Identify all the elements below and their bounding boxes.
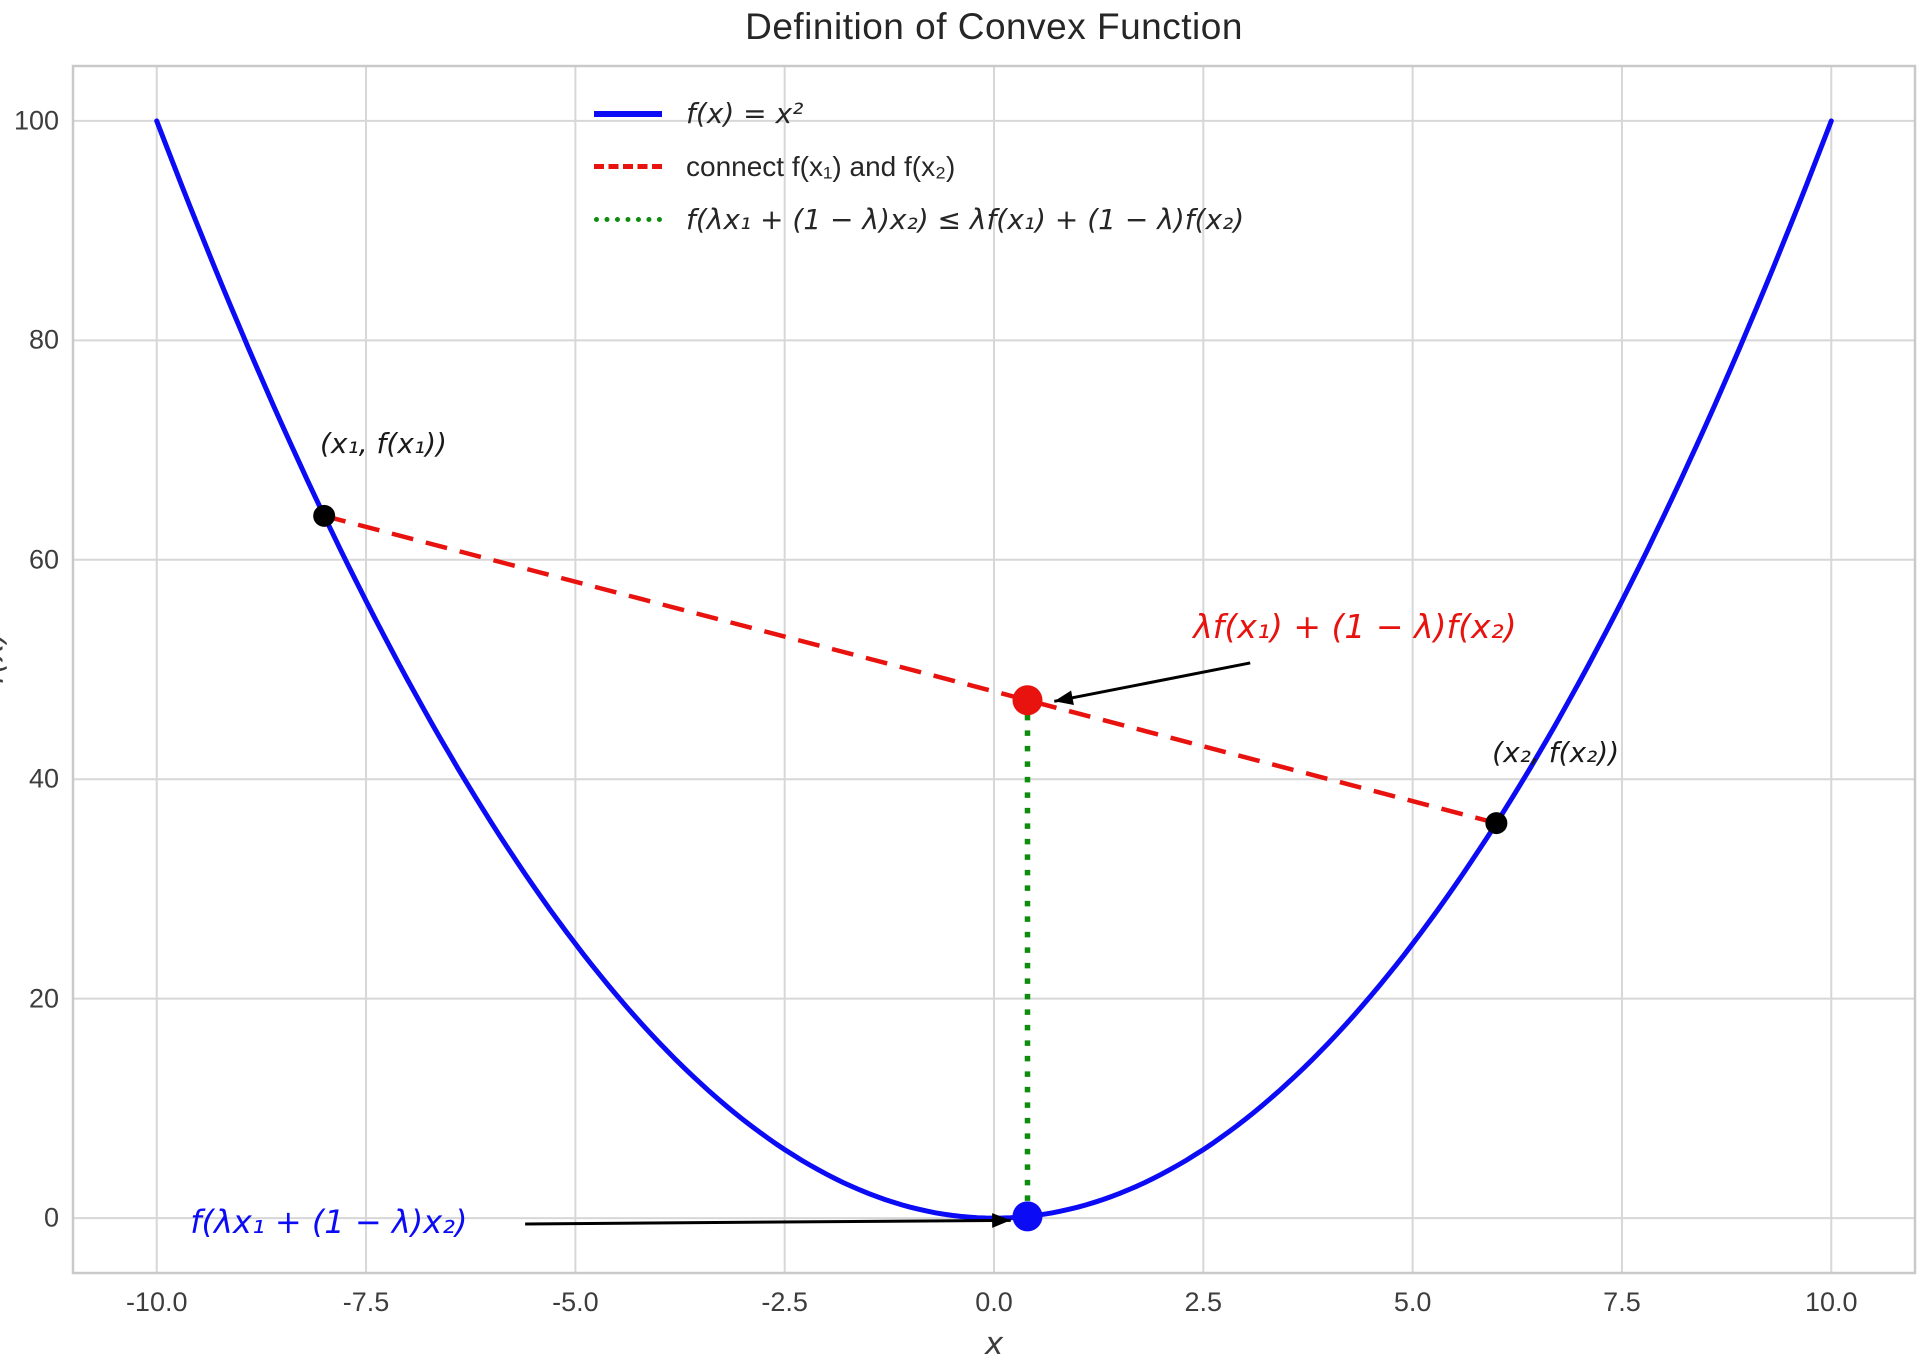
chord-line bbox=[323, 513, 1497, 826]
annotation-arrow bbox=[1053, 661, 1251, 703]
legend: f(x) = x² connect f(x₁) and f(x₂) f(λx₁ … bbox=[594, 87, 1244, 246]
x-tick-label: 0.0 bbox=[975, 1287, 1013, 1317]
x-tick-label: 2.5 bbox=[1184, 1287, 1223, 1317]
x-tick-label: -10.0 bbox=[125, 1287, 188, 1317]
y-tick-label: 60 bbox=[28, 544, 59, 575]
legend-item-chord: connect f(x₁) and f(x₂) bbox=[594, 140, 1244, 193]
legend-label: f(λx₁ + (1 − λ)x₂) ≤ λf(x₁) + (1 − λ)f(x… bbox=[686, 203, 1245, 236]
annotation-arrow bbox=[525, 1218, 1011, 1226]
x-tick-label: 7.5 bbox=[1603, 1287, 1641, 1317]
x-tick-label: 10.0 bbox=[1804, 1287, 1858, 1317]
x-axis-label: x bbox=[984, 1326, 1004, 1362]
y-tick-label: 80 bbox=[28, 324, 59, 355]
annotation-point-x1: (x₁, f(x₁)) bbox=[319, 427, 447, 461]
annotation-chord-value: λf(x₁) + (1 − λ)f(x₂) bbox=[1193, 607, 1517, 647]
annotation-arrowhead bbox=[992, 1213, 1011, 1228]
legend-item-curve: f(x) = x² bbox=[594, 87, 1244, 140]
legend-swatch-solid-line bbox=[594, 110, 662, 117]
y-tick-label: 20 bbox=[28, 983, 59, 1014]
y-axis-label: f(x) bbox=[0, 631, 11, 685]
legend-swatch-dotted-line bbox=[594, 217, 662, 222]
plot-border bbox=[71, 64, 1917, 1275]
legend-label: connect f(x₁) and f(x₂) bbox=[686, 150, 956, 182]
y-tick-label: 0 bbox=[43, 1202, 59, 1233]
y-tick-label: 40 bbox=[28, 763, 59, 794]
annotation-function-value: f(λx₁ + (1 − λ)x₂) bbox=[190, 1203, 468, 1242]
chart-title: Definition of Convex Function bbox=[745, 6, 1243, 47]
point-chord-mid bbox=[1012, 685, 1043, 716]
point-x1 bbox=[313, 504, 336, 527]
legend-item-inequality: f(λx₁ + (1 − λ)x₂) ≤ λf(x₁) + (1 − λ)f(x… bbox=[594, 193, 1244, 246]
x-tick-label: -5.0 bbox=[552, 1287, 599, 1317]
legend-label: f(x) = x² bbox=[686, 97, 804, 130]
y-tick-label: 100 bbox=[13, 105, 59, 136]
x-tick-label: 5.0 bbox=[1393, 1287, 1432, 1317]
annotation-point-x2: (x₂, f(x₂)) bbox=[1492, 735, 1620, 769]
point-function-mid bbox=[1012, 1201, 1043, 1232]
x-tick-label: -2.5 bbox=[761, 1287, 808, 1317]
legend-swatch-dashed-line bbox=[594, 164, 662, 169]
annotation-arrowhead bbox=[1054, 690, 1074, 705]
x-tick-label: -7.5 bbox=[342, 1287, 390, 1317]
point-x2 bbox=[1485, 812, 1508, 835]
